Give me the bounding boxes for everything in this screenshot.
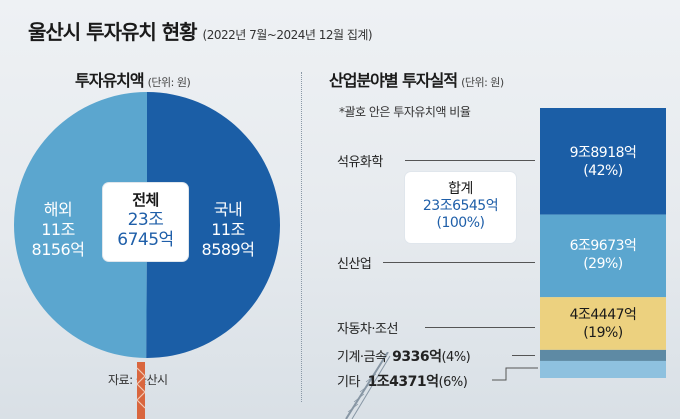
cat-share-machinery: (4%) [441,350,471,365]
cat-value-other: 1조4371억 [367,374,439,390]
title-text: 울산시 투자유치 현황 [28,20,198,44]
crane-boom-decoration [345,352,391,419]
pie-label-overseas-value1: 11조 [41,220,75,239]
pie-section-title-text: 투자유치액 [75,71,145,90]
leader-line-auto-ship [425,327,535,328]
pie-label-domestic-name: 국내 [213,200,243,219]
bar-section-title-text: 산업분야별 투자실적 [329,71,458,90]
pie-total-value2: 6745억 [117,230,174,250]
bar-unit: (단위: 원) [461,76,504,89]
cat-name-machinery: 기계·금속 [337,350,387,365]
pie-unit: (단위: 원) [147,76,191,89]
bar-total-value: 23조6545억 [422,198,499,214]
section-divider [301,72,302,402]
cat-name-other: 기타 [337,375,360,390]
cat-value-machinery: 9336억 [392,349,442,365]
bar-share-newindustry: (29%) [583,256,623,272]
page-title: 울산시 투자유치 현황 (2022년 7월~2024년 12월 집계) [28,16,373,45]
leader-line-petrochem [405,160,535,161]
pie-slice-domestic [146,92,280,358]
leader-line-newindustry [383,262,535,263]
pie-section-title: 투자유치액 (단위: 원) [75,67,191,91]
cat-label-other: 기타 1조4371억(6%) [337,371,468,391]
ratio-note: *괄호 안은 투자유치액 비율 [339,105,471,119]
bar-share-auto-ship: (19%) [583,325,623,341]
pie-label-domestic-value2: 8589억 [201,240,255,259]
pie-label-overseas: 해외 11조 8156억 [28,200,88,260]
pie-total-box: 전체 23조 6745억 [103,183,188,261]
bar-total-box: 합계 23조6545억 (100%) [405,172,516,243]
cat-label-machinery: 기계·금속 9336억(4%) [337,346,471,366]
bar-total-share: (100%) [436,215,485,231]
stacked-bar-chart [540,108,666,378]
bar-value-petrochem: 9조8918억 [569,145,637,161]
title-period: (2022년 7월~2024년 12월 집계) [202,28,373,42]
bar-segment-petrochem [540,108,666,215]
bar-segment-auto-ship [540,297,666,350]
bar-label-newindustry: 6조9673억 (29%) [540,237,666,273]
bar-label-auto-ship: 4조4447억 (19%) [540,306,666,342]
bar-total-name: 합계 [448,181,473,197]
pie-total-name: 전체 [132,191,159,209]
crane-decoration [136,362,146,419]
bar-segment-other [540,360,666,378]
pie-total-value1: 23조 [127,210,164,230]
pie-label-overseas-name: 해외 [43,200,73,219]
pie-label-domestic-value1: 11조 [211,220,245,239]
bar-value-newindustry: 6조9673억 [569,238,637,254]
leader-line-other [492,367,538,381]
pie-label-domestic: 국내 11조 8589억 [196,200,260,260]
bar-label-petrochem: 9조8918억 (42%) [540,144,666,180]
bar-section-title: 산업분야별 투자실적 (단위: 원) [329,67,504,91]
bar-share-petrochem: (42%) [583,163,623,179]
pie-slice-overseas [13,91,148,358]
cat-label-petrochem: 석유화학 [337,155,383,170]
pie-label-overseas-value2: 8156억 [31,240,85,259]
pie-chart [13,91,280,358]
cat-label-auto-ship: 자동차·조선 [337,322,398,337]
cat-label-newindustry: 신산업 [337,257,372,272]
cat-share-other: (6%) [438,375,468,390]
leader-line-machinery [512,355,535,356]
bar-segment-machinery [540,349,666,361]
bar-segment-newindustry [540,214,666,298]
bar-value-auto-ship: 4조4447억 [569,307,637,323]
